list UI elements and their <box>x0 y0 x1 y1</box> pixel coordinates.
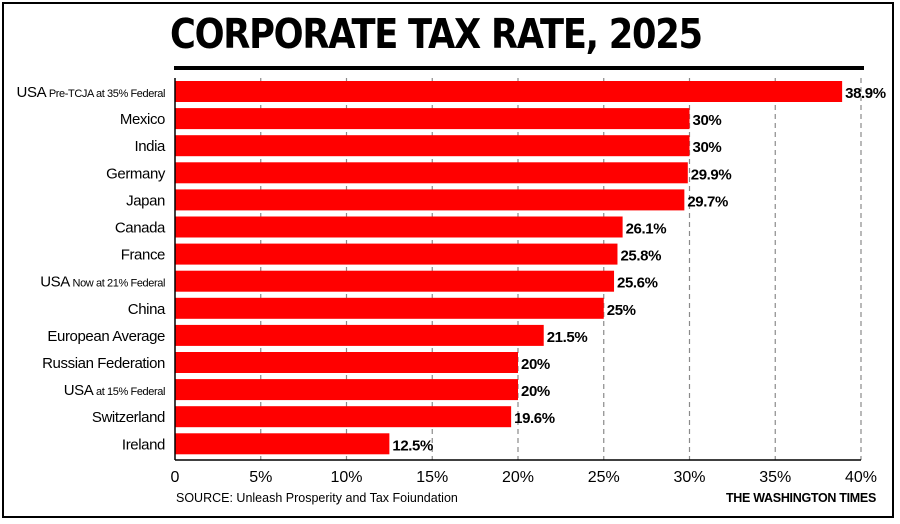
source-note: SOURCE: Unleash Prosperity and Tax Foiun… <box>176 491 458 505</box>
category-label: Germany <box>106 165 166 182</box>
category-label: China <box>128 301 166 318</box>
bar <box>175 270 615 292</box>
x-tick-label: 40% <box>845 469 877 486</box>
category-label: Canada <box>115 220 166 237</box>
value-label: 29.9% <box>691 166 732 183</box>
x-tick-label: 0 <box>171 469 180 486</box>
bar <box>175 189 685 211</box>
title-underline <box>174 66 864 70</box>
x-tick-label: 35% <box>759 469 791 486</box>
bar <box>175 433 390 455</box>
bar <box>175 297 604 319</box>
bar <box>175 406 512 428</box>
x-tick-label: 10% <box>330 469 362 486</box>
bar <box>175 379 518 401</box>
bar <box>175 108 690 130</box>
category-label: USA Pre-TCJA at 35% Federal <box>17 84 165 101</box>
x-tick-label: 30% <box>673 469 705 486</box>
category-label: France <box>121 247 165 264</box>
bar <box>175 81 843 102</box>
value-label: 38.9% <box>845 85 886 102</box>
bar <box>175 324 544 346</box>
value-label: 25.6% <box>617 275 658 292</box>
value-label: 19.6% <box>514 410 555 427</box>
value-label: 20% <box>521 383 550 400</box>
bar <box>175 162 688 184</box>
bar <box>175 352 518 373</box>
value-label: 12.5% <box>392 437 433 454</box>
value-label: 25.8% <box>620 248 661 265</box>
category-label: Switzerland <box>92 409 165 426</box>
value-label: 30% <box>693 139 722 156</box>
value-label: 25% <box>607 302 636 319</box>
category-label: India <box>134 138 166 155</box>
category-label: Mexico <box>120 111 165 128</box>
bar <box>175 216 623 238</box>
category-label: Ireland <box>122 436 165 453</box>
value-label: 20% <box>521 356 550 373</box>
chart-title: CORPORATE TAX RATE, 2025 <box>170 10 703 58</box>
bar <box>175 135 690 157</box>
value-label: 26.1% <box>626 221 667 238</box>
value-label: 30% <box>693 112 722 129</box>
value-label: 29.7% <box>687 193 728 210</box>
category-label: European Average <box>47 328 165 345</box>
category-label: USA Now at 21% Federal <box>40 274 165 291</box>
category-label: USA at 15% Federal <box>64 382 165 399</box>
category-label: Russian Federation <box>42 355 165 372</box>
x-tick-label: 25% <box>588 469 620 486</box>
publisher-credit: THE WASHINGTON TIMES <box>725 491 876 505</box>
x-tick-label: 20% <box>502 469 534 486</box>
bar <box>175 243 618 265</box>
value-label: 21.5% <box>547 329 588 346</box>
category-label: Japan <box>126 192 165 209</box>
x-tick-label: 15% <box>416 469 448 486</box>
x-tick-label: 5% <box>249 469 272 486</box>
